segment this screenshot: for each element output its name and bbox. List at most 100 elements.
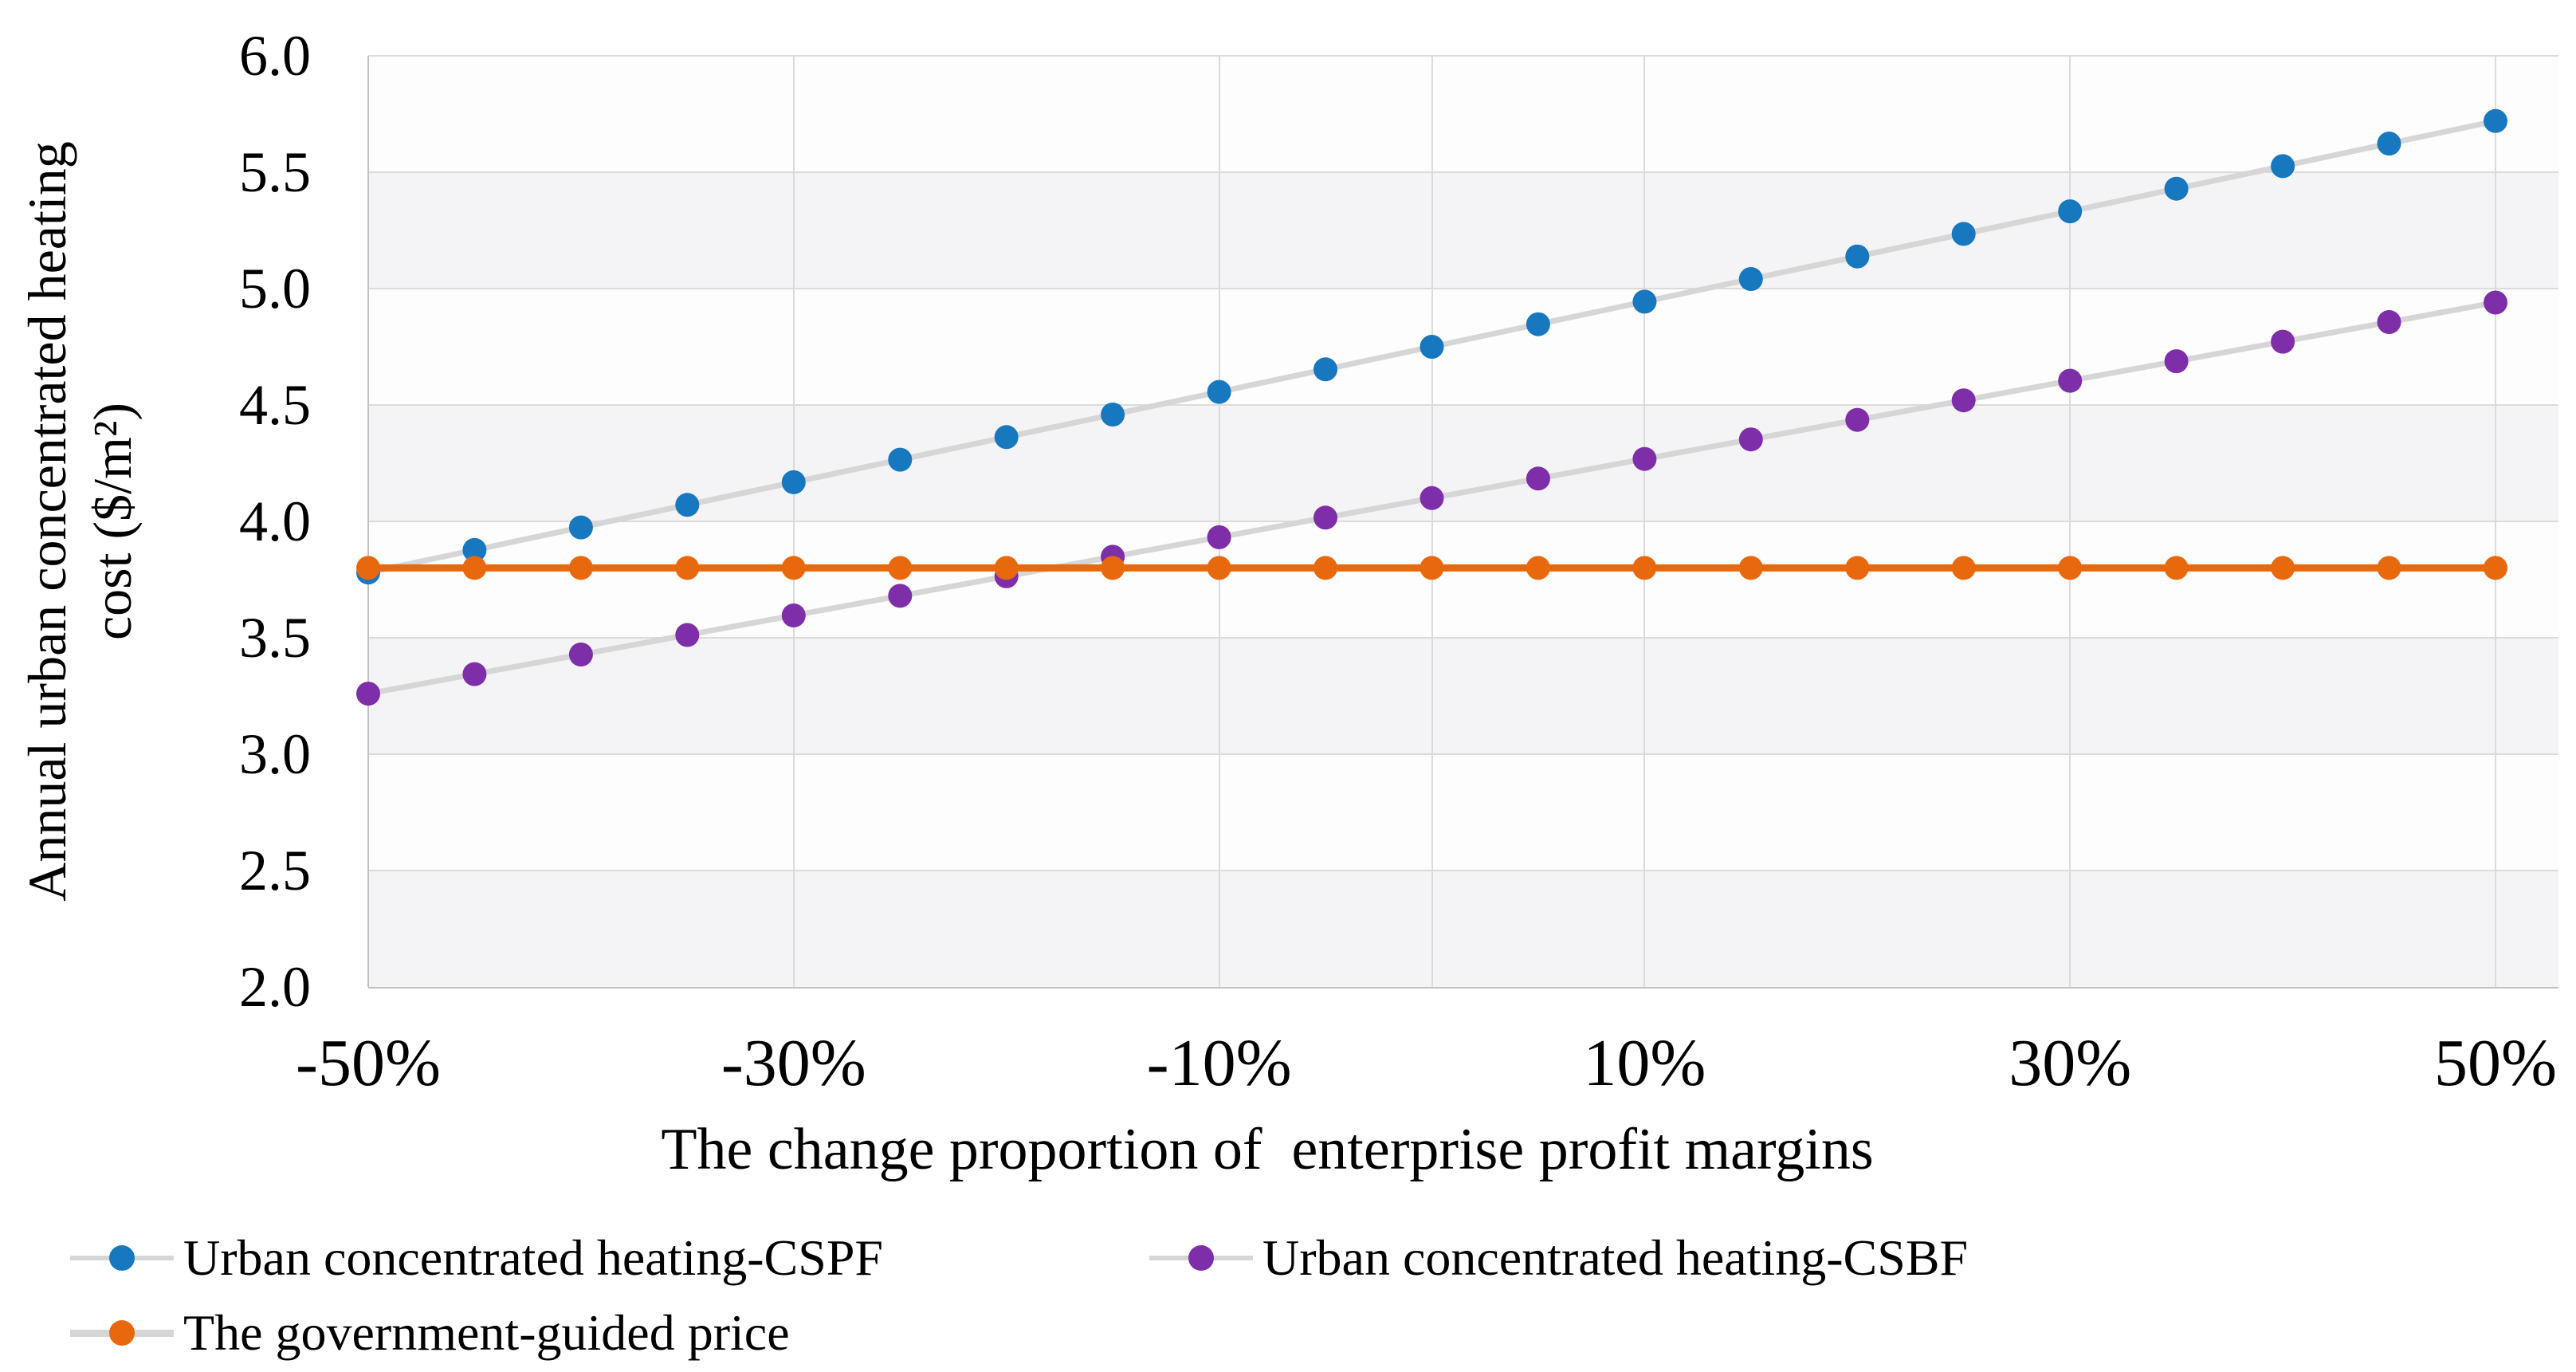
series-1-point-5pct [1526,466,1550,491]
x-axis-line [368,987,2558,989]
legend-label-csbf: Urban concentrated heating-CSBF [1262,1229,1969,1286]
series-2-point-50pct [2484,556,2507,580]
y-tick-label-6.0: 6.0 [239,24,311,88]
series-1-point-30pct [2058,368,2083,393]
vertical-gridline--30pct [792,56,795,987]
y-tick-label-4.5: 4.5 [239,373,311,437]
series-1-point--35pct [675,623,700,647]
series-2-point--5pct [1314,556,1337,580]
series-1-point--5pct [1314,505,1337,530]
legend-marker-gov-price-icon [70,1320,174,1346]
y-tick-label-5.0: 5.0 [239,257,311,320]
series-2-point--50pct [356,556,380,580]
y-tick-label-4.0: 4.0 [239,489,311,553]
y-tick-label-3.5: 3.5 [239,606,311,670]
plot-area [356,55,2558,989]
plot-band [368,754,2558,871]
series-0-point-15pct [1738,267,1763,291]
x-tick-label--50%: -50% [296,1026,441,1100]
legend-item-gov-price: The government-guided price [70,1307,790,1358]
series-0-point-35pct [2164,176,2189,201]
x-tick-label--10%: -10% [1146,1026,1292,1100]
horizontal-gridline-3.5 [368,637,2558,639]
series-1-point-20pct [1845,407,1870,432]
series-2-point-45pct [2377,556,2401,580]
series-1-point-15pct [1738,427,1763,452]
series-2-point--35pct [675,556,700,580]
series-1-point-40pct [2271,329,2295,354]
series-1-point-45pct [2377,310,2401,334]
plot-band [368,871,2558,987]
series-canvas [356,108,2507,706]
series-0-point--30pct [781,470,806,494]
series-0-point-30pct [2058,199,2083,224]
series-1-point--45pct [462,662,487,686]
series-1-point--50pct [356,682,380,706]
horizontal-gridline-5.5 [368,171,2558,173]
series-0-point-25pct [1951,222,1976,246]
horizontal-gridline-5.0 [368,288,2558,289]
horizontal-gridline-4.5 [368,404,2558,406]
horizontal-gridline-3.0 [368,753,2558,755]
legend-label-gov-price: The government-guided price [183,1304,790,1361]
series-2-point-35pct [2164,556,2189,580]
plot-band [368,405,2558,521]
series-2-point-30pct [2058,556,2083,580]
plot-band [368,638,2558,754]
legend-dot-cspf [109,1245,135,1271]
x-tick-label-10%: 10% [1583,1026,1706,1100]
x-tick-label-50%: 50% [2434,1026,2557,1100]
x-tick-label-30%: 30% [2009,1026,2132,1100]
series-1-point--25pct [888,584,913,608]
legend-dot-csbf [1188,1245,1214,1271]
vertical-gridline-30pct [2069,56,2071,987]
series-1-point-35pct [2164,349,2189,374]
y-axis-title-line-1: Annual urban concentrated heating [17,141,77,902]
series-2-point-5pct [1526,556,1550,580]
series-0-point--5pct [1314,357,1337,382]
series-0-point--25pct [888,447,913,472]
horizontal-gridline-2.5 [368,870,2558,871]
series-1-point--30pct [781,603,806,627]
plot-band [368,521,2558,638]
legend-marker-csbf-icon [1149,1245,1253,1271]
y-tick-label-2.0: 2.0 [239,955,311,1019]
y-tick-label-5.5: 5.5 [239,140,311,204]
series-0-point-20pct [1845,244,1870,269]
plot-band [368,56,2558,172]
vertical-gridline-50pct [2495,56,2496,987]
plot-band [368,289,2558,405]
x-tick-label--30%: -30% [721,1026,866,1100]
series-2-point-40pct [2271,556,2295,580]
series-0-point-10pct [1632,289,1657,314]
series-2-point--40pct [568,556,593,580]
series-0-point-45pct [2377,132,2401,156]
legend-item-cspf: Urban concentrated heating-CSPF [70,1232,883,1284]
horizontal-gridline-4.0 [368,521,2558,522]
legend-label-cspf: Urban concentrated heating-CSPF [183,1229,883,1286]
vertical-gridline-0pct [1431,56,1433,987]
series-1-point-0pct [1420,486,1444,510]
legend-marker-cspf-icon [70,1245,174,1271]
series-0-point--40pct [568,515,593,540]
series-2-point--25pct [888,556,913,580]
series-1-point-50pct [2484,290,2507,315]
series-0-point--15pct [1101,403,1125,427]
legend-dot-gov-price [109,1320,135,1346]
series-1-point-25pct [1951,388,1976,413]
series-2-point--15pct [1101,556,1125,580]
series-1-point--40pct [568,643,593,666]
series-0-point--35pct [675,493,700,517]
series-2-point-15pct [1738,556,1763,580]
series-2-point--30pct [781,556,806,580]
series-0-point-0pct [1420,335,1444,359]
series-2-point--45pct [462,556,487,580]
y-axis-line [367,56,369,987]
series-2-point-20pct [1845,556,1870,580]
series-0-point-50pct [2484,108,2507,133]
series-0-point--45pct [462,537,487,562]
vertical-gridline-10pct [1643,56,1646,987]
series-1-point-10pct [1632,446,1657,471]
series-2-point-25pct [1951,556,1976,580]
